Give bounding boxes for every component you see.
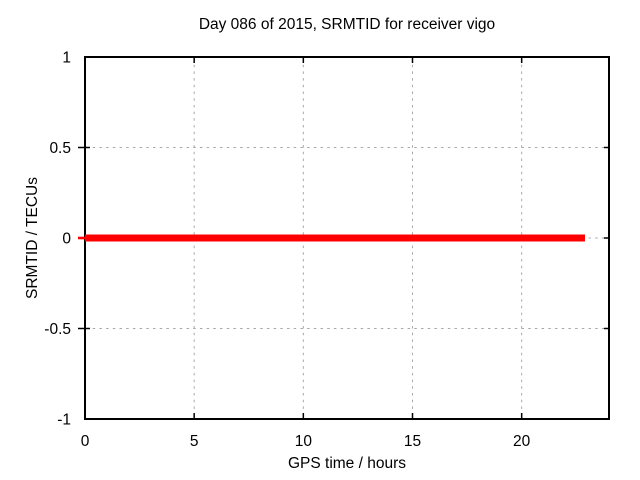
x-tick-label: 10: [295, 433, 313, 450]
y-tick-label: 0: [62, 231, 71, 248]
y-tick-label: 0.5: [49, 140, 71, 157]
x-tick-label: 5: [190, 433, 199, 450]
y-tick-label: 1: [62, 50, 71, 67]
x-axis-label: GPS time / hours: [287, 455, 406, 472]
x-tick-label: 20: [513, 433, 531, 450]
x-tick-label: 15: [404, 433, 421, 450]
chart-title: Day 086 of 2015, SRMTID for receiver vig…: [198, 16, 496, 33]
y-tick-label: -0.5: [44, 321, 71, 338]
y-tick-label: -1: [57, 412, 71, 429]
x-tick-label: 0: [81, 433, 90, 450]
